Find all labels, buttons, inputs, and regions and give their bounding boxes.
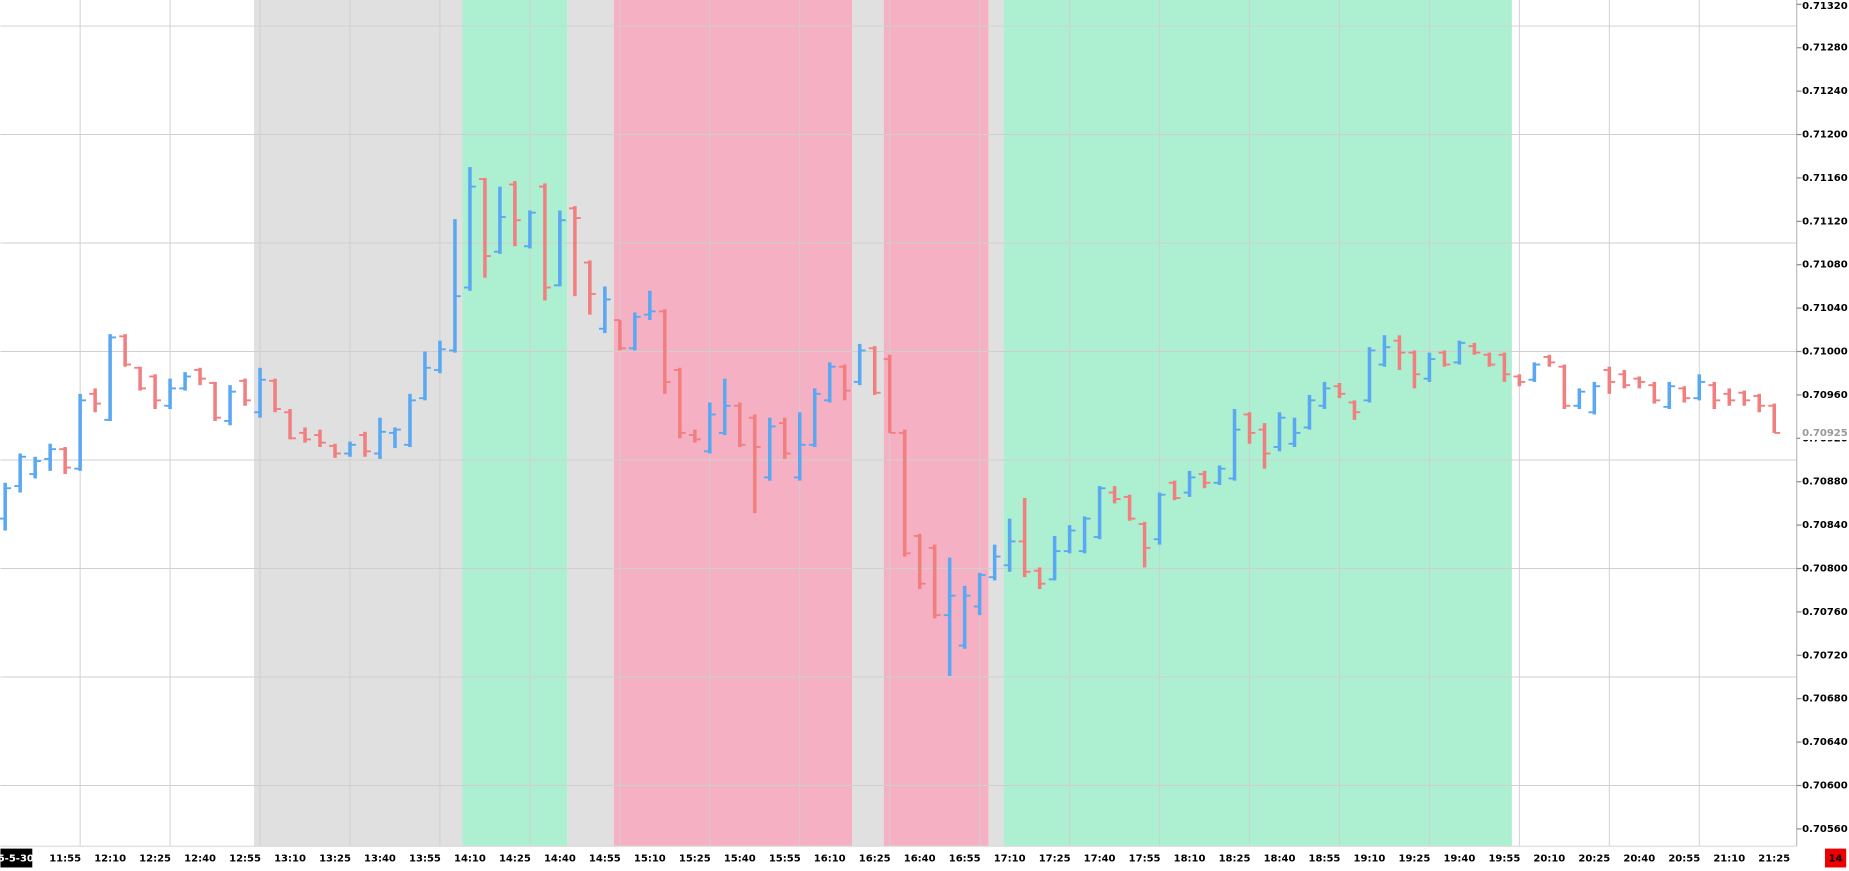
- x-tick-label: 15:10: [634, 854, 666, 865]
- x-tick-label: 14:55: [589, 854, 621, 865]
- x-tick-label: 19:40: [1443, 854, 1475, 865]
- x-tick-label: 19:55: [1488, 854, 1520, 865]
- date-label: 5-5-30: [0, 854, 34, 865]
- x-tick-label: 17:55: [1129, 854, 1161, 865]
- x-tick-label: 14:25: [499, 854, 531, 865]
- axes: 0.71320 0.71280 0.71240 0.71200 0.71160 0.711…: [49, 1, 1849, 865]
- x-tick-label: 18:10: [1174, 854, 1206, 865]
- x-tick-label: 15:25: [679, 854, 711, 865]
- y-tick-label: 0.70560: [1802, 824, 1848, 835]
- grid: [0, 0, 1797, 847]
- x-tick-label: 13:40: [364, 854, 396, 865]
- x-tick-label: 21:25: [1758, 854, 1790, 865]
- x-tick-label: 18:25: [1219, 854, 1251, 865]
- x-tick-label: 16:40: [904, 854, 936, 865]
- x-tick-label: 20:55: [1668, 854, 1700, 865]
- y-tick-label: 0.71160: [1802, 173, 1848, 184]
- y-tick-label: 0.71000: [1802, 347, 1848, 358]
- x-tick-label: 20:10: [1533, 854, 1565, 865]
- session-band: [254, 0, 463, 847]
- y-tick-label: 0.70960: [1802, 390, 1848, 401]
- y-tick-label: 0.70680: [1802, 694, 1848, 705]
- session-band: [613, 0, 853, 847]
- session-band: [462, 0, 568, 847]
- last-price-label: 0.70925: [1802, 428, 1848, 439]
- session-band: [988, 0, 1004, 847]
- x-tick-label: 19:10: [1354, 854, 1386, 865]
- session-band: [852, 0, 884, 847]
- y-tick-label: 0.70840: [1802, 520, 1848, 531]
- y-tick-label: 0.71280: [1802, 43, 1848, 54]
- y-tick-label: 0.70760: [1802, 607, 1848, 618]
- x-tick-label: 20:25: [1578, 854, 1610, 865]
- x-tick-label: 13:10: [274, 854, 306, 865]
- x-tick-label: 13:25: [319, 854, 351, 865]
- y-tick-label: 0.71120: [1802, 216, 1848, 227]
- x-tick-label: 12:55: [229, 854, 261, 865]
- x-tick-label: 21:10: [1713, 854, 1745, 865]
- session-bands: [254, 0, 1512, 847]
- session-band: [883, 0, 989, 847]
- x-tick-label: 15:40: [724, 854, 756, 865]
- x-tick-label: 17:40: [1084, 854, 1116, 865]
- session-band: [1003, 0, 1512, 847]
- x-tick-label: 16:55: [949, 854, 981, 865]
- last-price-box: [1800, 425, 1849, 440]
- y-tick-label: 0.71240: [1802, 86, 1848, 97]
- y-tick-label: 0.71320: [1802, 1, 1848, 12]
- y-tick-label: 0.71080: [1802, 260, 1848, 271]
- x-tick-label: 19:25: [1399, 854, 1431, 865]
- y-tick-label: 0.70600: [1802, 780, 1848, 791]
- x-tick-label: 14:10: [454, 854, 486, 865]
- x-tick-label: 17:10: [994, 854, 1026, 865]
- x-tick-label: 15:55: [769, 854, 801, 865]
- x-tick-label: 14:40: [544, 854, 576, 865]
- x-tick-label: 18:55: [1309, 854, 1341, 865]
- corner-box: [1824, 848, 1847, 868]
- y-tick-label: 0.71200: [1802, 130, 1848, 141]
- x-tick-label: 11:55: [49, 854, 81, 865]
- x-tick-label: 16:10: [814, 854, 846, 865]
- x-tick-label: 12:25: [139, 854, 171, 865]
- y-tick-label: 0.70640: [1802, 737, 1848, 748]
- session-band: [567, 0, 614, 847]
- y-tick-label: 0.70880: [1802, 477, 1848, 488]
- y-tick-label: 0.71040: [1802, 303, 1848, 314]
- x-tick-label: 13:55: [409, 854, 441, 865]
- x-tick-label: 12:10: [94, 854, 126, 865]
- x-tick-label: 20:40: [1623, 854, 1655, 865]
- x-tick-label: 12:40: [184, 854, 216, 865]
- x-tick-label: 17:25: [1039, 854, 1071, 865]
- date-box: [0, 848, 33, 868]
- x-tick-label: 16:25: [859, 854, 891, 865]
- y-tick-label: 0.70720: [1802, 650, 1848, 661]
- y-tick-label: 0.70800: [1802, 564, 1848, 575]
- price-bars: [0, 167, 1781, 676]
- x-tick-label: 18:40: [1264, 854, 1296, 865]
- corner-label: 14: [1829, 854, 1843, 865]
